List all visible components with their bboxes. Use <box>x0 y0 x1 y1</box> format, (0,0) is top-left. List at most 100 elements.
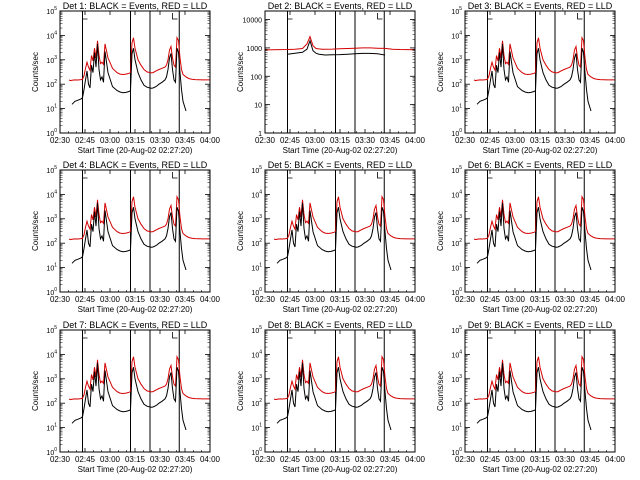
y-tick-label: 101 <box>46 423 57 433</box>
lld-series-line <box>473 194 615 241</box>
y-tick-label: 103 <box>451 214 462 224</box>
y-tick-label: 102 <box>46 238 57 248</box>
x-tick-label: 03:00 <box>305 136 326 145</box>
y-tick-label: 103 <box>251 214 262 224</box>
x-tick-label: 02:30 <box>255 455 276 464</box>
y-tick-label: 103 <box>46 55 57 65</box>
y-tick-exponent: 0 <box>54 447 57 453</box>
y-tick-label: 105 <box>451 325 462 335</box>
interval-mark-1 <box>82 13 88 20</box>
interval-mark-2 <box>577 13 583 20</box>
y-tick-exponent: 5 <box>54 6 57 12</box>
x-tick-label: 03:45 <box>580 136 601 145</box>
x-tick-label: 03:15 <box>125 455 146 464</box>
interval-mark-2 <box>577 332 583 339</box>
x-axis-label: Start Time (20-Aug-02 02:27:20) <box>283 465 398 474</box>
x-tick-label: 02:45 <box>75 136 96 145</box>
y-tick-label: 100 <box>251 447 262 457</box>
y-tick-label: 101 <box>451 423 462 433</box>
x-tick-label: 04:00 <box>605 455 626 464</box>
y-tick-label: 105 <box>251 165 262 175</box>
y-tick-label: 101 <box>46 263 57 273</box>
chart-title: Det 5: BLACK = Events, RED = LLD <box>268 160 413 170</box>
y-tick-label: 102 <box>451 79 462 89</box>
x-tick-label: 03:00 <box>305 295 326 304</box>
x-tick-label: 02:45 <box>280 455 301 464</box>
chart-panel-3: 02:30 02:45 03:00 03:15 03:30 03:45 04:0010010… <box>436 1 626 155</box>
y-tick-label: 1 <box>258 131 262 138</box>
y-axis-label: Counts/sec <box>436 52 445 92</box>
chart-title: Det 7: BLACK = Events, RED = LLD <box>63 320 208 330</box>
lld-series-line <box>473 35 615 82</box>
y-tick-label: 101 <box>451 263 462 273</box>
interval-mark-2 <box>172 13 178 20</box>
x-tick-label: 03:30 <box>355 136 376 145</box>
x-tick-label: 04:00 <box>405 295 426 304</box>
y-tick-exponent: 3 <box>54 55 57 61</box>
lld-series-line <box>68 35 210 82</box>
y-tick-label: 100 <box>451 447 462 457</box>
y-axis-label: Counts/sec <box>436 371 445 411</box>
x-tick-label: 02:45 <box>280 295 301 304</box>
y-tick-label: 102 <box>451 398 462 408</box>
x-tick-label: 04:00 <box>200 295 221 304</box>
lld-series-line <box>68 354 210 401</box>
x-tick-label: 03:15 <box>330 136 351 145</box>
events-series-line <box>287 39 386 56</box>
y-tick-exponent: 0 <box>459 287 462 293</box>
y-tick-exponent: 3 <box>259 214 262 220</box>
x-tick-label: 03:45 <box>175 455 196 464</box>
x-tick-label: 03:00 <box>505 136 526 145</box>
lld-series-line <box>265 35 415 51</box>
y-axis-label: Counts/sec <box>436 211 445 251</box>
y-tick-exponent: 4 <box>259 349 262 355</box>
y-tick-label: 103 <box>451 55 462 65</box>
y-tick-exponent: 2 <box>54 398 57 404</box>
y-tick-label: 100 <box>46 128 57 138</box>
x-tick-label: 02:45 <box>75 455 96 464</box>
chart-title: Det 9: BLACK = Events, RED = LLD <box>468 320 613 330</box>
y-tick-label: 104 <box>251 349 262 359</box>
y-tick-label: 100 <box>451 128 462 138</box>
chart-panel-5: 02:30 02:45 03:00 03:15 03:30 03:45 04:0010010… <box>236 160 426 314</box>
y-tick-label: 100 <box>250 74 262 81</box>
interval-mark-1 <box>287 332 293 339</box>
y-tick-exponent: 2 <box>259 398 262 404</box>
y-tick-label: 102 <box>251 398 262 408</box>
x-tick-label: 03:15 <box>330 295 351 304</box>
x-tick-label: 04:00 <box>200 136 221 145</box>
x-tick-label: 03:30 <box>555 455 576 464</box>
y-axis-label: Counts/sec <box>236 211 245 251</box>
x-tick-label: 03:45 <box>175 136 196 145</box>
events-series-line <box>276 202 392 271</box>
y-tick-label: 105 <box>451 6 462 16</box>
x-tick-label: 03:15 <box>530 295 551 304</box>
x-tick-label: 03:45 <box>580 455 601 464</box>
lld-series-line <box>473 354 615 401</box>
y-tick-label: 100 <box>46 447 57 457</box>
y-tick-exponent: 3 <box>259 374 262 380</box>
chart-title: Det 4: BLACK = Events, RED = LLD <box>63 160 208 170</box>
x-tick-label: 03:30 <box>355 295 376 304</box>
y-tick-exponent: 1 <box>459 263 462 269</box>
x-tick-label: 02:30 <box>255 295 276 304</box>
x-tick-label: 02:45 <box>480 136 501 145</box>
x-tick-label: 02:45 <box>75 295 96 304</box>
x-axis-label: Start Time (20-Aug-02 02:27:20) <box>78 305 193 314</box>
x-tick-label: 02:45 <box>480 295 501 304</box>
chart-title: Det 6: BLACK = Events, RED = LLD <box>468 160 613 170</box>
interval-mark-1 <box>82 172 88 179</box>
interval-mark-2 <box>172 332 178 339</box>
chart-panel-6: 02:30 02:45 03:00 03:15 03:30 03:45 04:0010010… <box>436 160 626 314</box>
x-tick-label: 04:00 <box>605 136 626 145</box>
y-tick-label: 102 <box>251 238 262 248</box>
x-tick-label: 03:15 <box>125 136 146 145</box>
y-tick-label: 10000 <box>243 18 263 25</box>
x-axis-label: Start Time (20-Aug-02 02:27:20) <box>283 305 398 314</box>
chart-panel-2: 02:30 02:45 03:00 03:15 03:30 03:45 04:00 1 10 10… <box>236 1 426 155</box>
lld-series-line <box>273 194 415 241</box>
x-tick-label: 03:00 <box>100 295 121 304</box>
chart-panel-9: 02:30 02:45 03:00 03:15 03:30 03:45 04:0010010… <box>436 320 626 474</box>
y-tick-label: 10 <box>254 103 262 110</box>
events-series-line <box>476 362 592 431</box>
